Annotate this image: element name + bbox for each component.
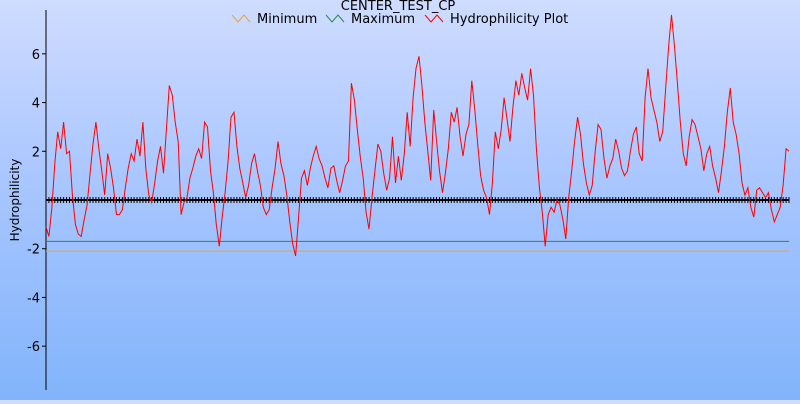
legend-marker xyxy=(424,14,444,23)
legend-label: Hydrophilicity Plot xyxy=(450,12,568,27)
y-tick-label: 2 xyxy=(32,145,40,160)
plot-series xyxy=(45,14,790,257)
legend-marker xyxy=(231,14,251,23)
y-axis: -6 -4 -2 2 4 6 xyxy=(27,10,47,390)
legend-label: Minimum xyxy=(257,12,317,27)
legend-marker xyxy=(325,14,345,23)
chart-title: CENTER_TEST_CP xyxy=(341,0,456,14)
y-tick-label: -6 xyxy=(27,340,40,355)
hydrophilicity-line xyxy=(45,14,790,257)
chart-legend: Minimum Maximum Hydrophilicity Plot xyxy=(231,12,568,27)
legend-item-hydrophilicity-plot: Hydrophilicity Plot xyxy=(424,12,568,27)
y-tick-label: 6 xyxy=(32,48,40,63)
y-tick-label: -2 xyxy=(27,243,40,258)
legend-item-minimum: Minimum xyxy=(231,12,317,27)
y-axis-label: Hydrophilicity xyxy=(8,159,22,242)
reference-lines xyxy=(45,197,790,252)
y-tick-label: 4 xyxy=(32,97,40,112)
legend-item-maximum: Maximum xyxy=(325,12,415,27)
legend-label: Maximum xyxy=(351,12,415,27)
y-tick-label: -4 xyxy=(27,291,40,306)
